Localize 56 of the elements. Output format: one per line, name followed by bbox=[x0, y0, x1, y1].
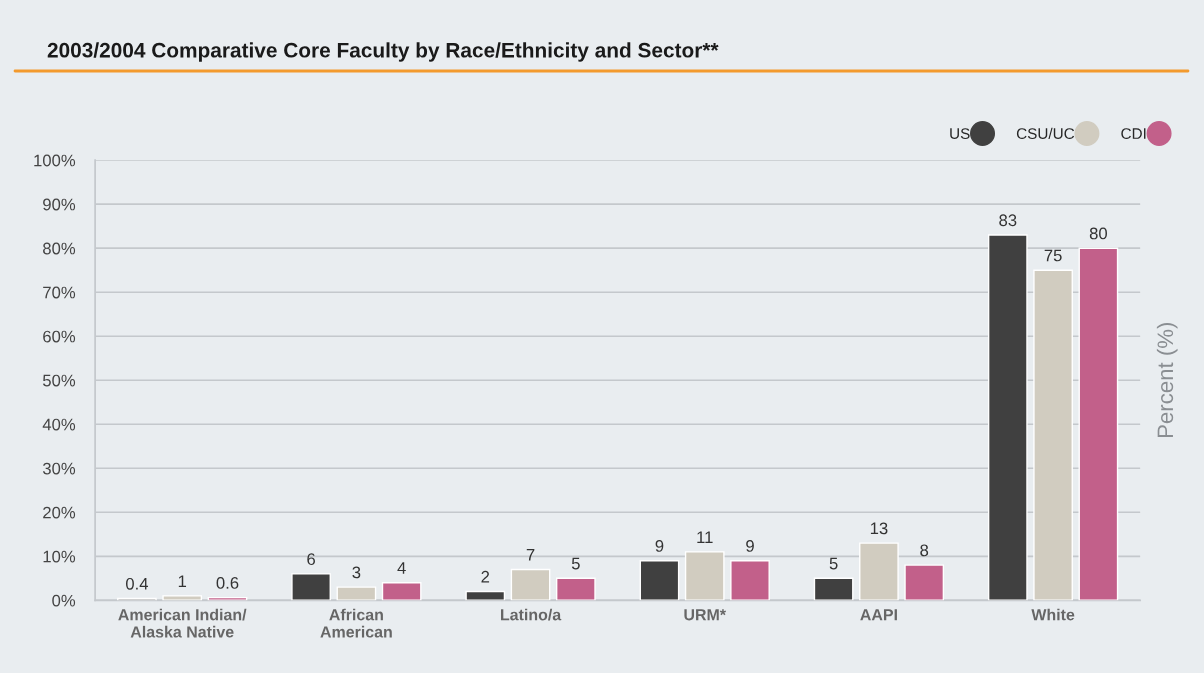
y-tick-label: 50% bbox=[42, 374, 76, 387]
data-label: 5 bbox=[571, 557, 580, 570]
x-tick-label: American Indian/ Alaska Native bbox=[118, 608, 247, 638]
y-tick-label: 0% bbox=[52, 594, 76, 607]
chart-title: 2003/2004 Comparative Core Faculty by Race/Ethnicity and Sector** bbox=[47, 42, 719, 62]
data-label: 0.6 bbox=[216, 577, 239, 589]
x-tick-label: Latino/a bbox=[501, 608, 562, 621]
data-label: 6 bbox=[307, 553, 315, 566]
bar bbox=[381, 582, 422, 601]
bar bbox=[684, 551, 725, 601]
data-label: 5 bbox=[829, 557, 838, 570]
y-axis-title: Percent (%) bbox=[1156, 322, 1178, 438]
data-label: 11 bbox=[697, 531, 713, 543]
data-label: 7 bbox=[526, 549, 535, 561]
bar bbox=[639, 560, 680, 601]
y-tick-label: 60% bbox=[43, 330, 76, 343]
data-label: 3 bbox=[352, 566, 361, 579]
bar bbox=[987, 234, 1028, 601]
bar bbox=[813, 577, 854, 601]
data-label: 75 bbox=[1044, 249, 1062, 262]
x-tick-label: URM* bbox=[684, 609, 727, 621]
bar bbox=[859, 542, 899, 601]
data-label: 1 bbox=[178, 575, 187, 587]
y-tick-label: 40% bbox=[42, 418, 76, 431]
bar bbox=[1078, 247, 1119, 601]
legend-label: US bbox=[950, 128, 970, 139]
bar bbox=[291, 573, 331, 601]
data-label: 2 bbox=[481, 570, 490, 583]
data-label: 8 bbox=[920, 544, 929, 557]
bar bbox=[730, 560, 770, 601]
data-label: 83 bbox=[999, 214, 1017, 227]
y-tick-label: 10% bbox=[43, 550, 76, 563]
bar bbox=[555, 577, 596, 601]
data-label: 4 bbox=[397, 562, 406, 574]
legend-label: CSU/UC bbox=[1016, 127, 1075, 139]
bar bbox=[465, 590, 506, 601]
bar bbox=[336, 586, 377, 601]
x-tick-label: White bbox=[1031, 608, 1075, 621]
data-label: 9 bbox=[746, 540, 754, 552]
y-tick-label: 20% bbox=[43, 506, 76, 519]
y-tick-label: 100% bbox=[34, 154, 76, 167]
y-tick-label: 70% bbox=[43, 286, 76, 299]
data-label: 9 bbox=[655, 540, 664, 552]
x-tick-label: African American bbox=[320, 608, 392, 638]
bar bbox=[162, 595, 203, 601]
bar bbox=[1033, 269, 1073, 601]
bar bbox=[510, 568, 551, 601]
bar bbox=[904, 564, 945, 601]
legend-label: CDI bbox=[1121, 128, 1146, 139]
y-tick-label: 30% bbox=[42, 462, 76, 475]
data-label: 80 bbox=[1089, 227, 1107, 240]
data-label: 13 bbox=[870, 522, 888, 535]
x-tick-label: AAPI bbox=[860, 609, 897, 621]
data-label: 0.4 bbox=[125, 577, 149, 590]
y-tick-label: 80% bbox=[43, 242, 76, 255]
y-tick-label: 90% bbox=[43, 198, 76, 211]
